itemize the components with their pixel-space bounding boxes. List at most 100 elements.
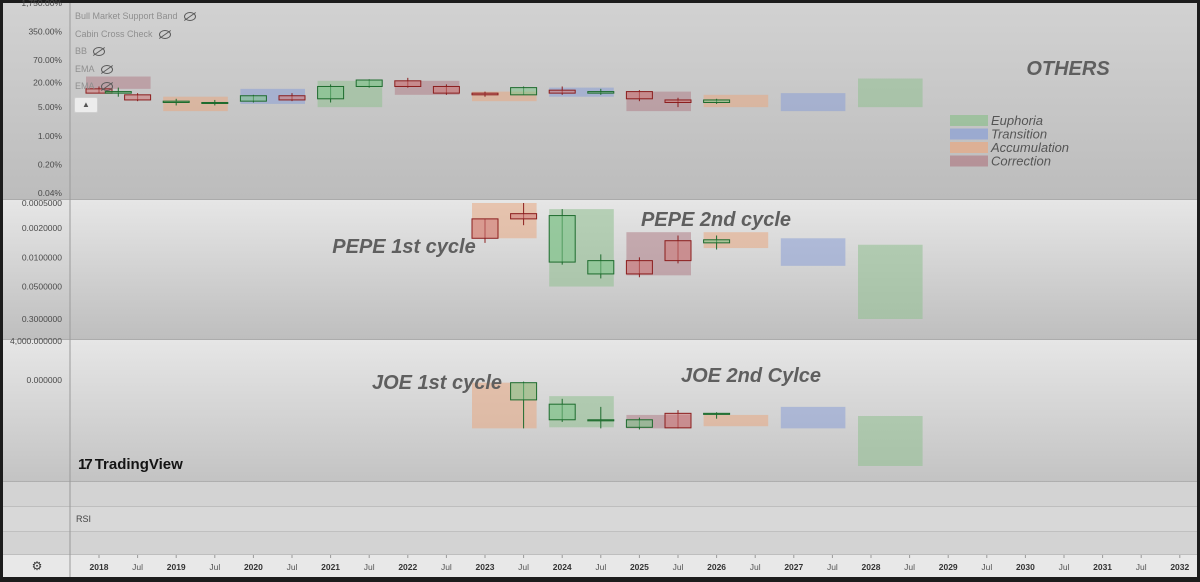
legend-swatch-correction bbox=[950, 155, 988, 167]
legend-swatch-transition bbox=[950, 128, 988, 140]
indicator-cabin-cross-check[interactable]: Cabin Cross Check bbox=[75, 29, 171, 39]
x-tick-year: 2023 bbox=[476, 562, 495, 572]
candle-up bbox=[703, 412, 731, 415]
x-tick-year: 2018 bbox=[90, 562, 109, 572]
annotation-pepe-1st-cycle: PEPE 1st cycle bbox=[332, 236, 475, 258]
x-tick-month: Jul bbox=[827, 562, 838, 572]
y-tick-label: 0.20% bbox=[38, 159, 63, 169]
candle-up bbox=[510, 382, 538, 401]
x-tick-year: 2025 bbox=[630, 562, 649, 572]
x-tick-month: Jul bbox=[673, 562, 684, 572]
rsi-pane-label[interactable]: RSI bbox=[76, 514, 92, 524]
candle-down bbox=[394, 80, 422, 87]
phase-zone-euphoria bbox=[858, 78, 923, 108]
y-tick-label: 5.00% bbox=[38, 102, 63, 112]
x-tick-month: Jul bbox=[981, 562, 992, 572]
candle-up bbox=[587, 260, 615, 275]
indicator-pane bbox=[3, 532, 1197, 555]
legend-label-euphoria: Euphoria bbox=[991, 113, 1043, 128]
y-tick-label: 70.00% bbox=[33, 55, 62, 65]
candle-up bbox=[587, 91, 615, 94]
y-tick-label: 0.0020000 bbox=[22, 223, 62, 233]
candle-up bbox=[104, 91, 132, 94]
phase-zone-transition bbox=[780, 238, 846, 266]
phase-zone-transition bbox=[780, 93, 846, 112]
tradingview-wordmark: TradingView bbox=[94, 456, 183, 473]
indicator-label: EMA bbox=[75, 64, 95, 74]
y-tick-label: 0.000000 bbox=[27, 375, 63, 385]
annotation-joe-2nd-cycle: JOE 2nd Cylce bbox=[681, 365, 821, 387]
candle-down bbox=[432, 85, 460, 94]
eye-off-icon[interactable] bbox=[93, 46, 106, 56]
x-tick-year: 2029 bbox=[939, 562, 958, 572]
indicator-ema-1[interactable]: EMA bbox=[75, 64, 113, 74]
x-tick-year: 2032 bbox=[1170, 562, 1189, 572]
x-tick-year: 2024 bbox=[553, 562, 572, 572]
indicator-bull-market-support-band[interactable]: Bull Market Support Band bbox=[75, 11, 196, 21]
phase-zone-accumulation bbox=[472, 91, 537, 102]
candle-down bbox=[548, 89, 576, 94]
indicator-label: EMA bbox=[75, 81, 95, 91]
indicator-label: Bull Market Support Band bbox=[75, 11, 178, 21]
x-tick-year: 2026 bbox=[707, 562, 726, 572]
candle-down bbox=[471, 92, 499, 96]
y-tick-label: 20.00% bbox=[33, 78, 62, 88]
x-tick-year: 2020 bbox=[244, 562, 263, 572]
y-tick-label: 0.0100000 bbox=[22, 252, 62, 262]
x-tick-month: Jul bbox=[209, 562, 220, 572]
candle-up bbox=[510, 87, 538, 96]
time-axis-band bbox=[3, 555, 1197, 577]
candle-down bbox=[625, 260, 653, 275]
candle-down bbox=[471, 218, 499, 239]
y-tick-label: 0.0500000 bbox=[22, 282, 62, 292]
y-tick-label: 1.00% bbox=[38, 131, 63, 141]
x-tick-year: 2031 bbox=[1093, 562, 1112, 572]
x-tick-year: 2028 bbox=[862, 562, 881, 572]
annotation-joe-1st-cycle: JOE 1st cycle bbox=[372, 372, 502, 394]
legend-label-correction: Correction bbox=[991, 154, 1051, 169]
candle-down bbox=[278, 95, 306, 101]
x-tick-month: Jul bbox=[132, 562, 143, 572]
indicator-pane bbox=[3, 482, 1197, 507]
chevron-up-icon: ▲ bbox=[82, 100, 90, 109]
indicator-ema-2[interactable]: EMA bbox=[75, 81, 113, 91]
phase-zone-accumulation bbox=[163, 96, 228, 112]
candle-up bbox=[317, 85, 345, 100]
candle-up bbox=[587, 419, 615, 422]
candle-up bbox=[548, 215, 576, 263]
candle-down bbox=[124, 94, 152, 101]
phase-zone-euphoria bbox=[858, 416, 923, 466]
phase-zone-euphoria bbox=[858, 244, 923, 319]
eye-off-icon[interactable] bbox=[183, 11, 196, 21]
indicator-pane bbox=[3, 507, 1197, 532]
collapse-legend-button[interactable]: ▲ bbox=[74, 97, 98, 113]
legend-swatch-euphoria bbox=[950, 115, 988, 126]
x-tick-month: Jul bbox=[518, 562, 529, 572]
legend-label-transition: Transition bbox=[991, 127, 1047, 142]
x-tick-month: Jul bbox=[364, 562, 375, 572]
x-tick-month: Jul bbox=[441, 562, 452, 572]
settings-gear-icon[interactable]: ⚙ bbox=[31, 559, 43, 573]
legend-swatch-accumulation bbox=[950, 142, 988, 153]
x-tick-year: 2022 bbox=[398, 562, 417, 572]
x-tick-month: Jul bbox=[904, 562, 915, 572]
candle-up bbox=[548, 403, 576, 421]
tradingview-logo[interactable]: 17 TradingView bbox=[78, 456, 183, 473]
indicator-bb[interactable]: BB bbox=[75, 46, 106, 56]
y-tick-label: 1,750.00% bbox=[21, 0, 62, 8]
x-tick-month: Jul bbox=[1136, 562, 1147, 572]
eye-off-icon[interactable] bbox=[100, 81, 113, 91]
eye-off-icon[interactable] bbox=[158, 29, 171, 39]
eye-off-icon[interactable] bbox=[100, 64, 113, 74]
chart-title-others: OTHERS bbox=[1026, 58, 1110, 80]
phase-zone-accumulation bbox=[703, 414, 769, 427]
phase-zone-accumulation bbox=[703, 94, 769, 108]
x-tick-year: 2019 bbox=[167, 562, 186, 572]
y-tick-label: 0.3000000 bbox=[22, 314, 62, 324]
candle-up bbox=[201, 101, 229, 104]
candle-down bbox=[510, 213, 538, 220]
x-tick-year: 2030 bbox=[1016, 562, 1035, 572]
candle-down bbox=[625, 91, 653, 100]
